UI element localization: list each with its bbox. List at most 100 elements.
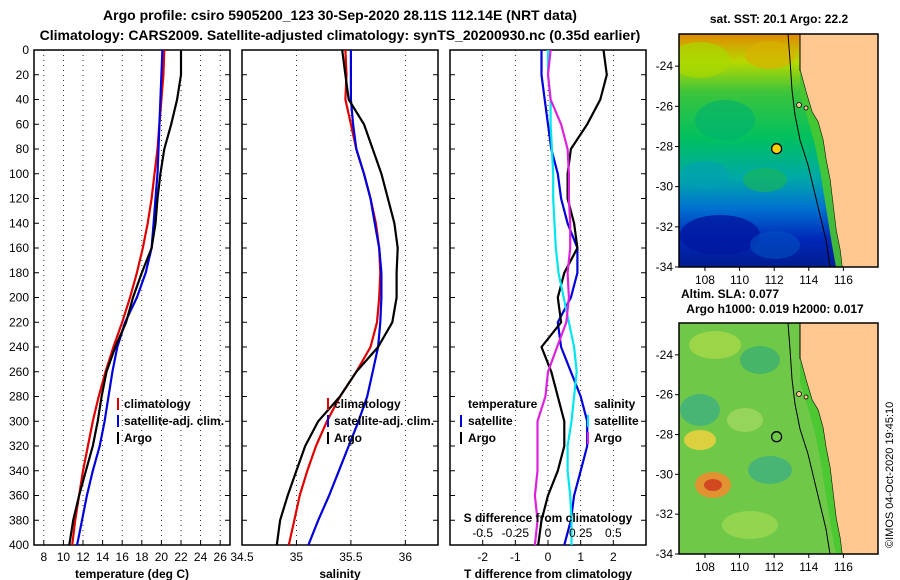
legend-temperature-heading: temperature: [468, 397, 538, 411]
sla-patch: [684, 430, 716, 450]
series-line-temperature-satellite: [540, 50, 589, 546]
depth-tick-label: 200: [9, 291, 29, 305]
depth-tick-label: 320: [9, 439, 29, 453]
x-tick-label: 35: [290, 550, 304, 564]
sla-patch: [680, 394, 720, 426]
legend-satellite-label: satellite-adj. clim.: [124, 414, 224, 428]
legend-salinity-heading: salinity: [594, 397, 636, 411]
island: [803, 105, 809, 111]
depth-tick-label: 20: [16, 68, 30, 82]
depth-tick-label: 380: [9, 513, 29, 527]
depth-tick-label: 180: [9, 266, 29, 280]
salinity-axis-label: salinity: [319, 567, 361, 580]
map-x-tick-label: 108: [695, 560, 715, 574]
island: [803, 394, 809, 400]
depth-tick-label: 260: [9, 365, 29, 379]
map-y-tick-label: -24: [656, 59, 674, 73]
depth-tick-label: 360: [9, 489, 29, 503]
x-tick-label: 12: [76, 550, 90, 564]
temperature-series: [68, 49, 183, 546]
legend-satellite-label: satellite-adj. clim.: [334, 414, 434, 428]
sla-map-subtitle: Argo h1000: 0.019 h2000: 0.017: [686, 302, 864, 316]
s-diff-tick-label: 0.5: [605, 526, 622, 540]
temperature-gridlines: [43, 50, 221, 545]
sst-map-title: sat. SST: 20.1 Argo: 22.2: [710, 12, 849, 26]
title-line-2: Climatology: CARS2009. Satellite-adjuste…: [40, 27, 641, 43]
map-y-tick-label: -24: [656, 348, 674, 362]
sst-map-x-ticks: 108 110 112 114 116: [695, 267, 853, 287]
legend-climatology-label: climatology: [124, 397, 191, 411]
depth-tick-label: 80: [16, 142, 30, 156]
map-x-tick-label: 116: [834, 560, 853, 574]
sst-patch: [750, 231, 800, 259]
x-tick-label: 0: [545, 550, 552, 564]
map-y-tick-label: -34: [656, 547, 674, 561]
difference-legend: temperature satellite Argo salinity sate…: [460, 397, 639, 445]
legend-s-satellite-label: satellite: [594, 414, 639, 428]
x-tick-label: 20: [155, 550, 169, 564]
sla-patch: [748, 456, 792, 484]
map-x-tick-label: 116: [834, 273, 853, 287]
s-difference-axis-label: S difference from climatology: [464, 511, 633, 525]
sla-patch: [704, 479, 722, 491]
bathymetry-contour: [787, 34, 831, 267]
s-diff-tick-label: -0.25: [502, 526, 530, 540]
depth-tick-label: 120: [9, 192, 29, 206]
map-x-tick-label: 110: [730, 560, 749, 574]
map-y-tick-label: -30: [656, 467, 674, 481]
map-x-tick-label: 114: [799, 273, 818, 287]
coastal-shelf: [800, 358, 842, 554]
sla-patch: [740, 346, 780, 374]
legend-t-argo-label: Argo: [468, 431, 496, 445]
temperature-x-ticks: 8 10 12 14 16 18 20 22 24 26: [40, 550, 227, 564]
map-y-tick-label: -32: [656, 507, 674, 521]
depth-tick-label: 280: [9, 390, 29, 404]
salinity-x-ticks: 34.5 35 35.5 36: [230, 550, 412, 564]
salinity-series: [275, 49, 399, 546]
depth-tick-label: 220: [9, 315, 29, 329]
legend-climatology-label: climatology: [334, 397, 401, 411]
temperature-legend: climatology satellite-adj. clim. Argo: [117, 397, 224, 445]
series-line-satellite-adj-clim-: [307, 50, 383, 546]
sla-patch: [727, 408, 763, 432]
x-tick-label: 16: [116, 550, 130, 564]
map-y-tick-label: -34: [656, 260, 674, 274]
x-tick-label: 24: [194, 550, 208, 564]
sst-patch: [681, 161, 729, 189]
s-diff-tick-label: -0.5: [472, 526, 493, 540]
depth-tick-label: 60: [16, 117, 30, 131]
map-y-tick-label: -28: [656, 428, 674, 442]
sla-map-y-ticks: -24 -26 -28 -30 -32 -34: [656, 348, 679, 561]
s-diff-tick-label: 0: [545, 526, 552, 540]
map-y-tick-label: -26: [656, 99, 674, 113]
depth-tick-label: 100: [9, 167, 29, 181]
legend-s-argo-label: Argo: [594, 431, 622, 445]
series-line-salinity-argo: [533, 49, 572, 546]
difference-gridlines: [482, 50, 614, 545]
salinity-legend: climatology satellite-adj. clim. Argo: [327, 397, 434, 445]
title-line-1: Argo profile: csiro 5905200_123 30-Sep-2…: [103, 7, 577, 23]
depth-axis-ticks: 0 20 40 60 80 100 120 140 160 180 200 220 240 260 280 3…: [9, 43, 646, 552]
x-tick-label: 2: [610, 550, 617, 564]
sla-map-frame: [678, 322, 879, 555]
series-line-satellite-adj-clim-: [76, 49, 164, 546]
map-y-tick-label: -26: [656, 388, 674, 402]
x-tick-label: 26: [214, 550, 228, 564]
sst-map-frame: [678, 33, 879, 268]
series-line-argo: [275, 49, 399, 546]
s-difference-x-ticks: -0.5 -0.25 0 0.25 0.5: [472, 526, 622, 540]
depth-tick-label: 140: [9, 216, 29, 230]
x-tick-label: 36: [399, 550, 413, 564]
imos-credit: ©IMOS 04-Oct-2020 19:45:10: [884, 402, 896, 548]
salinity-gridlines: [241, 50, 406, 545]
x-tick-label: 14: [96, 550, 110, 564]
x-tick-label: 10: [57, 550, 71, 564]
sla-patch: [722, 511, 778, 539]
t-difference-axis-label: T difference from climatology: [464, 567, 632, 580]
island: [796, 391, 802, 397]
depth-tick-label: 160: [9, 241, 29, 255]
sla-patch: [689, 331, 741, 359]
map-x-tick-label: 108: [695, 273, 715, 287]
map-y-tick-label: -30: [656, 180, 674, 194]
